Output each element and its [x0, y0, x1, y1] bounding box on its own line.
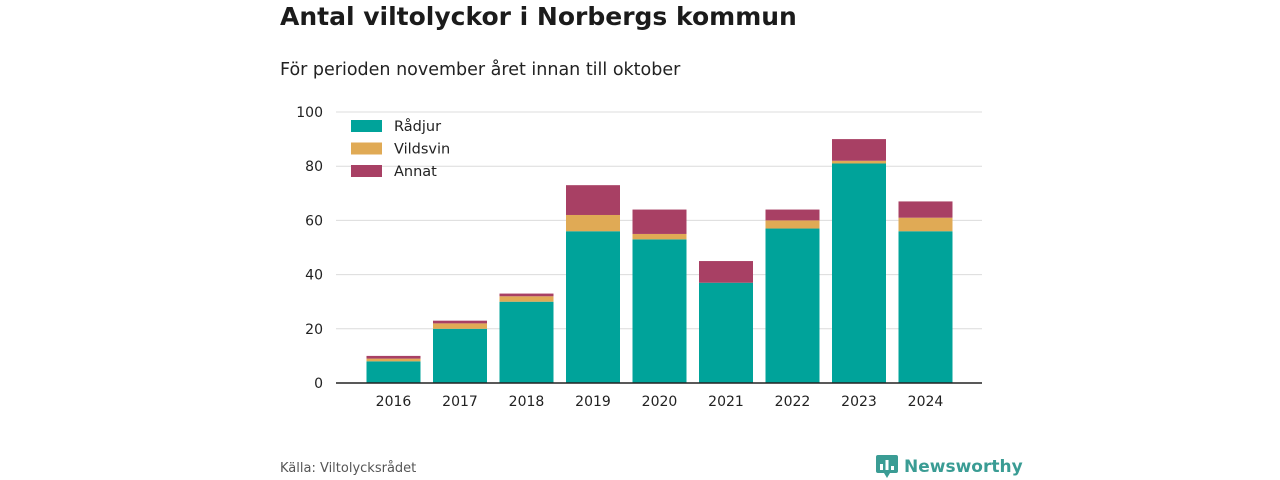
bar-rådjur-2021	[699, 282, 753, 383]
y-tick-label: 0	[314, 376, 323, 392]
bar-rådjur-2022	[765, 228, 820, 383]
bar-annat-2016	[366, 355, 421, 359]
newsworthy-logo-icon	[876, 455, 898, 478]
bar-vildsvin-2019	[566, 214, 620, 232]
bar-vildsvin-2023	[832, 160, 886, 164]
y-tick-label: 100	[296, 105, 323, 121]
x-tick-label: 2020	[642, 394, 678, 410]
legend-label: Annat	[394, 164, 437, 180]
bar-annat-2020	[632, 209, 687, 234]
y-axis-labels: 0 20 40 60 80 100	[296, 105, 323, 392]
x-tick-label: 2018	[509, 394, 545, 410]
bar-vildsvin-2016	[366, 358, 421, 362]
chart-subtitle: För perioden november året innan till ok…	[280, 60, 681, 80]
chart-title: Antal viltolyckor i Norbergs kommun	[280, 2, 797, 31]
bar-rådjur-2016	[366, 361, 421, 383]
brand-logo: Newsworthy	[876, 455, 1023, 479]
x-tick-label: 2019	[575, 394, 611, 410]
legend-label: Rådjur	[394, 118, 441, 135]
bar-rådjur-2020	[632, 239, 687, 383]
x-tick-label: 2016	[376, 394, 412, 410]
legend-swatch-rådjur	[351, 120, 382, 132]
bar-vildsvin-2024	[898, 217, 953, 232]
bar-annat-2017	[433, 320, 487, 324]
bar-annat-2023	[832, 139, 886, 161]
bar-rådjur-2017	[433, 328, 487, 383]
legend-swatch-annat	[351, 165, 382, 177]
x-tick-label: 2017	[442, 394, 478, 410]
y-tick-label: 60	[305, 213, 323, 229]
bar-rådjur-2018	[499, 301, 554, 383]
brand-name: Newsworthy	[904, 457, 1023, 477]
y-tick-label: 80	[305, 159, 323, 175]
legend-swatch-vildsvin	[351, 142, 382, 155]
bar-vildsvin-2020	[632, 233, 687, 240]
x-tick-label: 2024	[908, 394, 944, 410]
bar-annat-2018	[499, 293, 554, 297]
x-tick-label: 2023	[841, 394, 877, 410]
bar-annat-2019	[566, 185, 620, 215]
bar-annat-2021	[699, 261, 753, 283]
bars	[336, 139, 982, 384]
bar-rådjur-2019	[566, 231, 620, 383]
bar-rådjur-2024	[898, 231, 953, 383]
legend: Rådjur Vildsvin Annat	[351, 118, 450, 180]
bar-vildsvin-2022	[765, 220, 820, 229]
bar-rådjur-2023	[832, 163, 886, 383]
bar-annat-2022	[765, 209, 820, 221]
bar-vildsvin-2018	[499, 296, 554, 302]
source-note: Källa: Viltolycksrådet	[280, 461, 417, 476]
x-axis-labels: 2016 2017 2018 2019 2020 2021 2022 2023 2024	[376, 394, 944, 410]
x-tick-label: 2022	[775, 394, 811, 410]
y-tick-label: 40	[305, 268, 323, 284]
y-tick-label: 20	[305, 322, 323, 338]
legend-label: Vildsvin	[394, 142, 450, 158]
bar-annat-2024	[898, 201, 953, 218]
x-tick-label: 2021	[708, 394, 744, 410]
bar-vildsvin-2017	[433, 323, 487, 329]
